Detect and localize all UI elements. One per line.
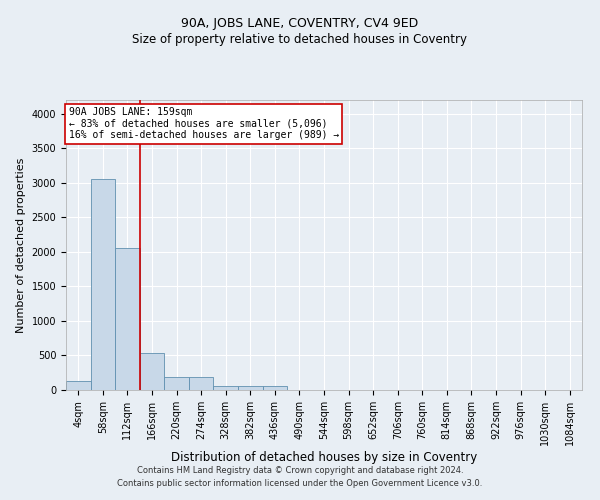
Text: Contains HM Land Registry data © Crown copyright and database right 2024.
Contai: Contains HM Land Registry data © Crown c… bbox=[118, 466, 482, 487]
Bar bbox=[189, 377, 214, 390]
Bar bbox=[238, 386, 263, 390]
Bar bbox=[140, 352, 164, 390]
X-axis label: Distribution of detached houses by size in Coventry: Distribution of detached houses by size … bbox=[171, 450, 477, 464]
Bar bbox=[66, 381, 91, 390]
Bar bbox=[214, 386, 238, 390]
Y-axis label: Number of detached properties: Number of detached properties bbox=[16, 158, 26, 332]
Text: 90A, JOBS LANE, COVENTRY, CV4 9ED: 90A, JOBS LANE, COVENTRY, CV4 9ED bbox=[181, 18, 419, 30]
Text: 90A JOBS LANE: 159sqm
← 83% of detached houses are smaller (5,096)
16% of semi-d: 90A JOBS LANE: 159sqm ← 83% of detached … bbox=[68, 108, 339, 140]
Bar bbox=[115, 248, 140, 390]
Bar bbox=[91, 180, 115, 390]
Bar bbox=[164, 377, 189, 390]
Text: Size of property relative to detached houses in Coventry: Size of property relative to detached ho… bbox=[133, 32, 467, 46]
Bar bbox=[263, 386, 287, 390]
